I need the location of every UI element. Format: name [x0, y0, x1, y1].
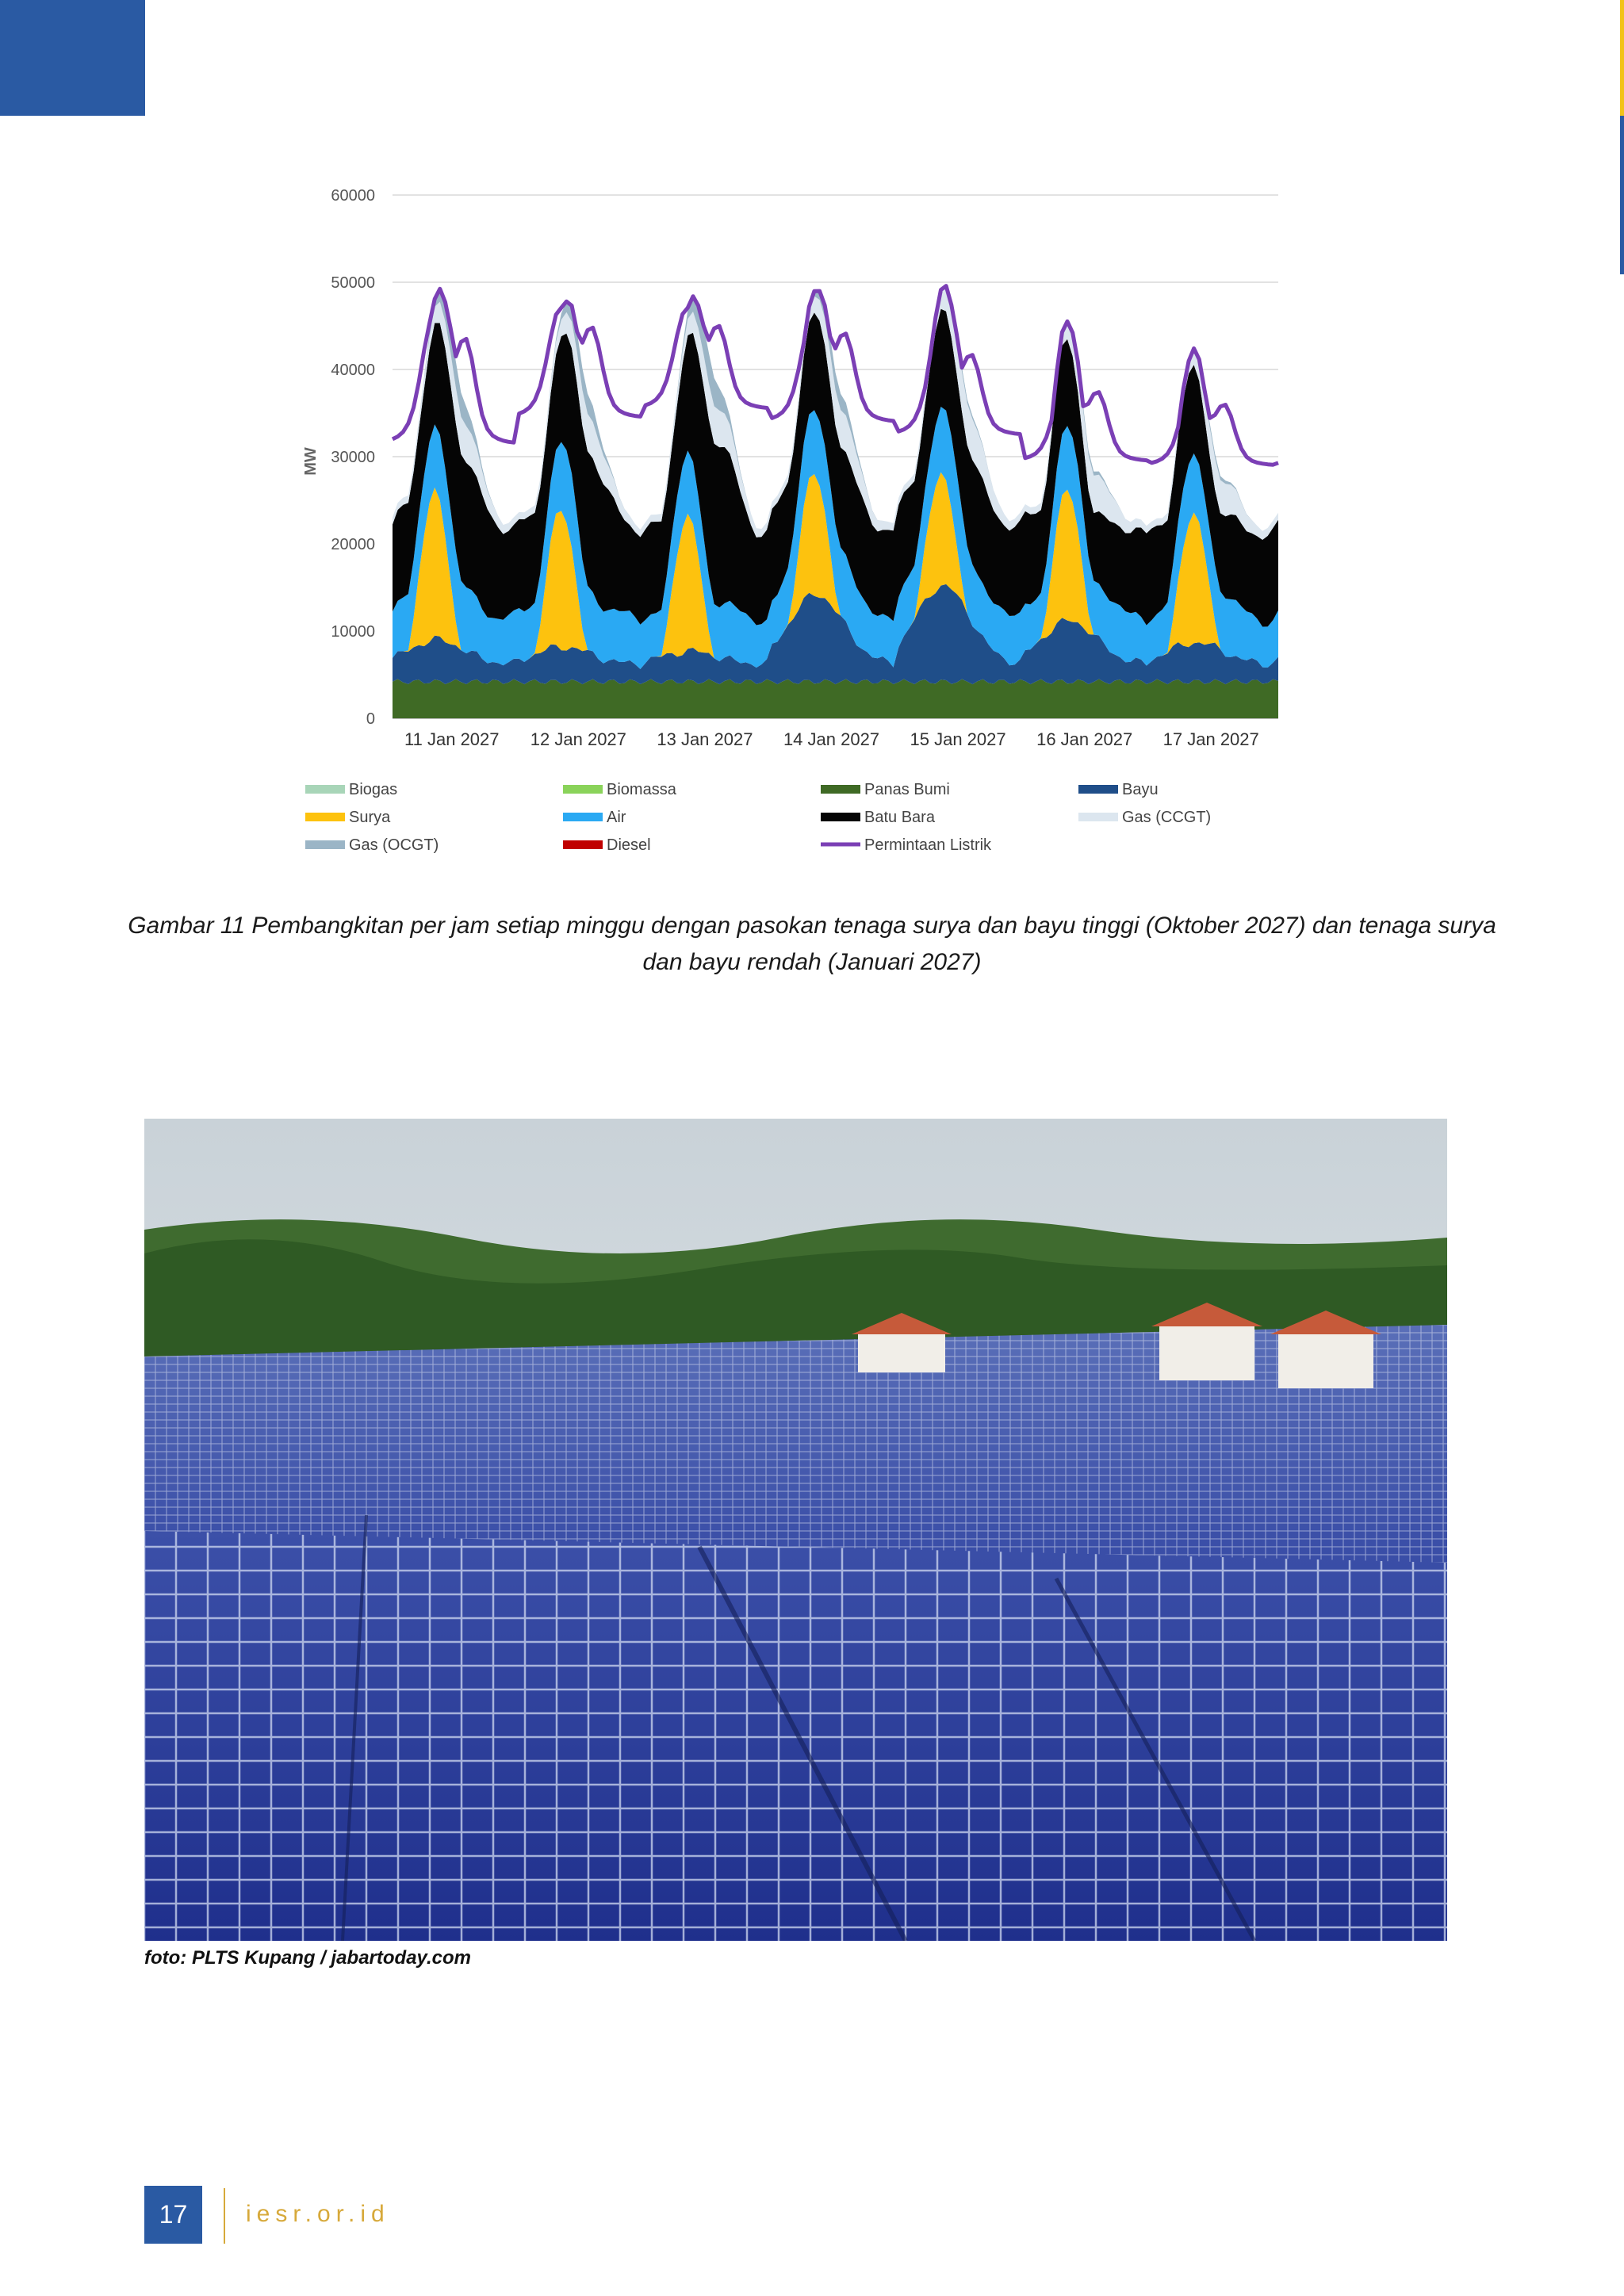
legend-swatch	[821, 813, 860, 821]
x-tick-label: 17 Jan 2027	[1163, 729, 1259, 749]
generation-chart: 0 10000 20000 30000 40000 50000 60000 11 Jan 2…	[302, 187, 1279, 854]
legend-label: Surya	[349, 809, 391, 826]
x-tick-label: 13 Jan 2027	[657, 729, 753, 749]
area-bayu	[393, 584, 1278, 685]
legend-item: Panas Bumi	[821, 781, 950, 798]
edge-accent-blue	[1620, 116, 1624, 274]
legend-label: Diesel	[607, 836, 651, 854]
y-axis-label: MW	[302, 447, 320, 476]
y-tick-label: 60000	[331, 187, 375, 205]
legend-swatch	[821, 785, 860, 794]
x-tick-label: 15 Jan 2027	[910, 729, 1006, 749]
legend-label: Biomassa	[607, 781, 677, 798]
legend-swatch	[1078, 813, 1118, 821]
corner-block	[0, 0, 145, 116]
x-tick-label: 16 Jan 2027	[1036, 729, 1132, 749]
legend-item: Permintaan Listrik	[821, 836, 992, 854]
y-tick-label: 20000	[331, 536, 375, 553]
legend-swatch	[563, 785, 603, 794]
legend-label: Permintaan Listrik	[864, 836, 992, 854]
legend-label: Air	[607, 809, 626, 826]
legend-label: Bayu	[1122, 781, 1159, 798]
y-tick-label: 10000	[331, 623, 375, 641]
area-surya	[393, 472, 1278, 669]
legend-swatch	[305, 785, 345, 794]
legend-item: Batu Bara	[821, 809, 936, 826]
legend-item: Surya	[305, 809, 391, 826]
legend-item: Air	[563, 809, 626, 826]
legend-item: Bayu	[1078, 781, 1159, 798]
x-tick-label: 12 Jan 2027	[530, 729, 626, 749]
footer-divider	[224, 2188, 225, 2244]
area-panas-bumi	[393, 679, 1278, 718]
legend-label: Biogas	[349, 781, 397, 798]
x-tick-label: 11 Jan 2027	[404, 729, 499, 749]
y-tick-label: 50000	[331, 274, 375, 292]
area-ccgt	[393, 288, 1278, 540]
edge-accent-yellow	[1620, 0, 1624, 116]
legend-label: Batu Bara	[864, 809, 936, 826]
legend-swatch	[563, 813, 603, 821]
legend-swatch	[563, 840, 603, 849]
footer-site: iesr.or.id	[246, 2201, 390, 2227]
solar-farm-photo	[144, 1119, 1447, 1941]
demand-line	[391, 284, 1279, 467]
legend-swatch	[305, 840, 345, 849]
figure-caption: Gambar 11 Pembangkitan per jam setiap mi…	[128, 913, 1496, 975]
legend-label: Panas Bumi	[864, 781, 950, 798]
legend-item: Biomassa	[563, 781, 677, 798]
legend-label: Gas (CCGT)	[1122, 809, 1211, 826]
legend-item: Diesel	[563, 836, 651, 854]
legend-item: Gas (CCGT)	[1078, 809, 1211, 826]
y-tick-label: 40000	[331, 362, 375, 379]
legend-swatch	[1078, 785, 1118, 794]
area-air	[393, 407, 1278, 669]
y-tick-label: 0	[366, 710, 375, 728]
legend-item: Biogas	[305, 781, 397, 798]
x-tick-label: 14 Jan 2027	[783, 729, 879, 749]
y-tick-label: 30000	[331, 449, 375, 466]
legend-item: Gas (OCGT)	[305, 836, 439, 854]
photo-credit: foto: PLTS Kupang / jabartoday.com	[144, 1947, 472, 1969]
legend-label: Gas (OCGT)	[349, 836, 439, 854]
legend-swatch	[305, 813, 345, 821]
page-number: 17	[144, 2186, 202, 2244]
